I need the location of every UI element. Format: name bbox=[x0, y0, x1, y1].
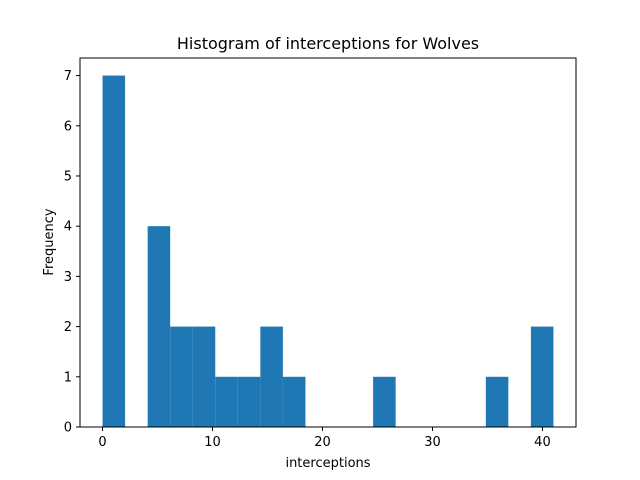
y-axis-ticks: 0 1 2 3 4 5 6 7 bbox=[64, 69, 80, 436]
x-axis-label: interceptions bbox=[285, 456, 370, 471]
bars-group bbox=[102, 75, 554, 428]
x-tick-label: 0 bbox=[98, 435, 106, 450]
histogram-bar bbox=[192, 326, 216, 427]
y-tick-label: 0 bbox=[64, 421, 72, 436]
y-tick-label: 2 bbox=[64, 320, 72, 335]
x-tick-label: 40 bbox=[534, 435, 551, 450]
x-tick-label: 10 bbox=[204, 435, 221, 450]
x-tick-label: 30 bbox=[424, 435, 441, 450]
y-tick-label: 7 bbox=[64, 69, 72, 84]
y-tick-label: 5 bbox=[64, 169, 72, 184]
y-tick-label: 6 bbox=[64, 119, 72, 134]
histogram-bar bbox=[373, 376, 396, 427]
histogram-bar bbox=[147, 226, 171, 427]
histogram-bar bbox=[237, 376, 261, 427]
histogram-bar bbox=[170, 326, 193, 427]
y-tick-label: 4 bbox=[64, 220, 72, 235]
y-tick-label: 1 bbox=[64, 370, 72, 385]
plot-frame bbox=[79, 57, 577, 428]
x-tick-label: 20 bbox=[314, 435, 331, 450]
y-tick-label: 3 bbox=[64, 270, 72, 285]
histogram-bar bbox=[282, 376, 306, 427]
histogram-bar bbox=[530, 326, 554, 427]
histogram-bar bbox=[260, 326, 283, 427]
y-axis-label: Frequency bbox=[42, 208, 57, 275]
histogram-bar bbox=[102, 75, 126, 428]
chart-title: Histogram of interceptions for Wolves bbox=[177, 34, 479, 53]
x-axis-ticks: 0 10 20 30 40 bbox=[98, 427, 551, 450]
histogram-bar bbox=[485, 376, 509, 427]
histogram-bar bbox=[215, 376, 238, 427]
